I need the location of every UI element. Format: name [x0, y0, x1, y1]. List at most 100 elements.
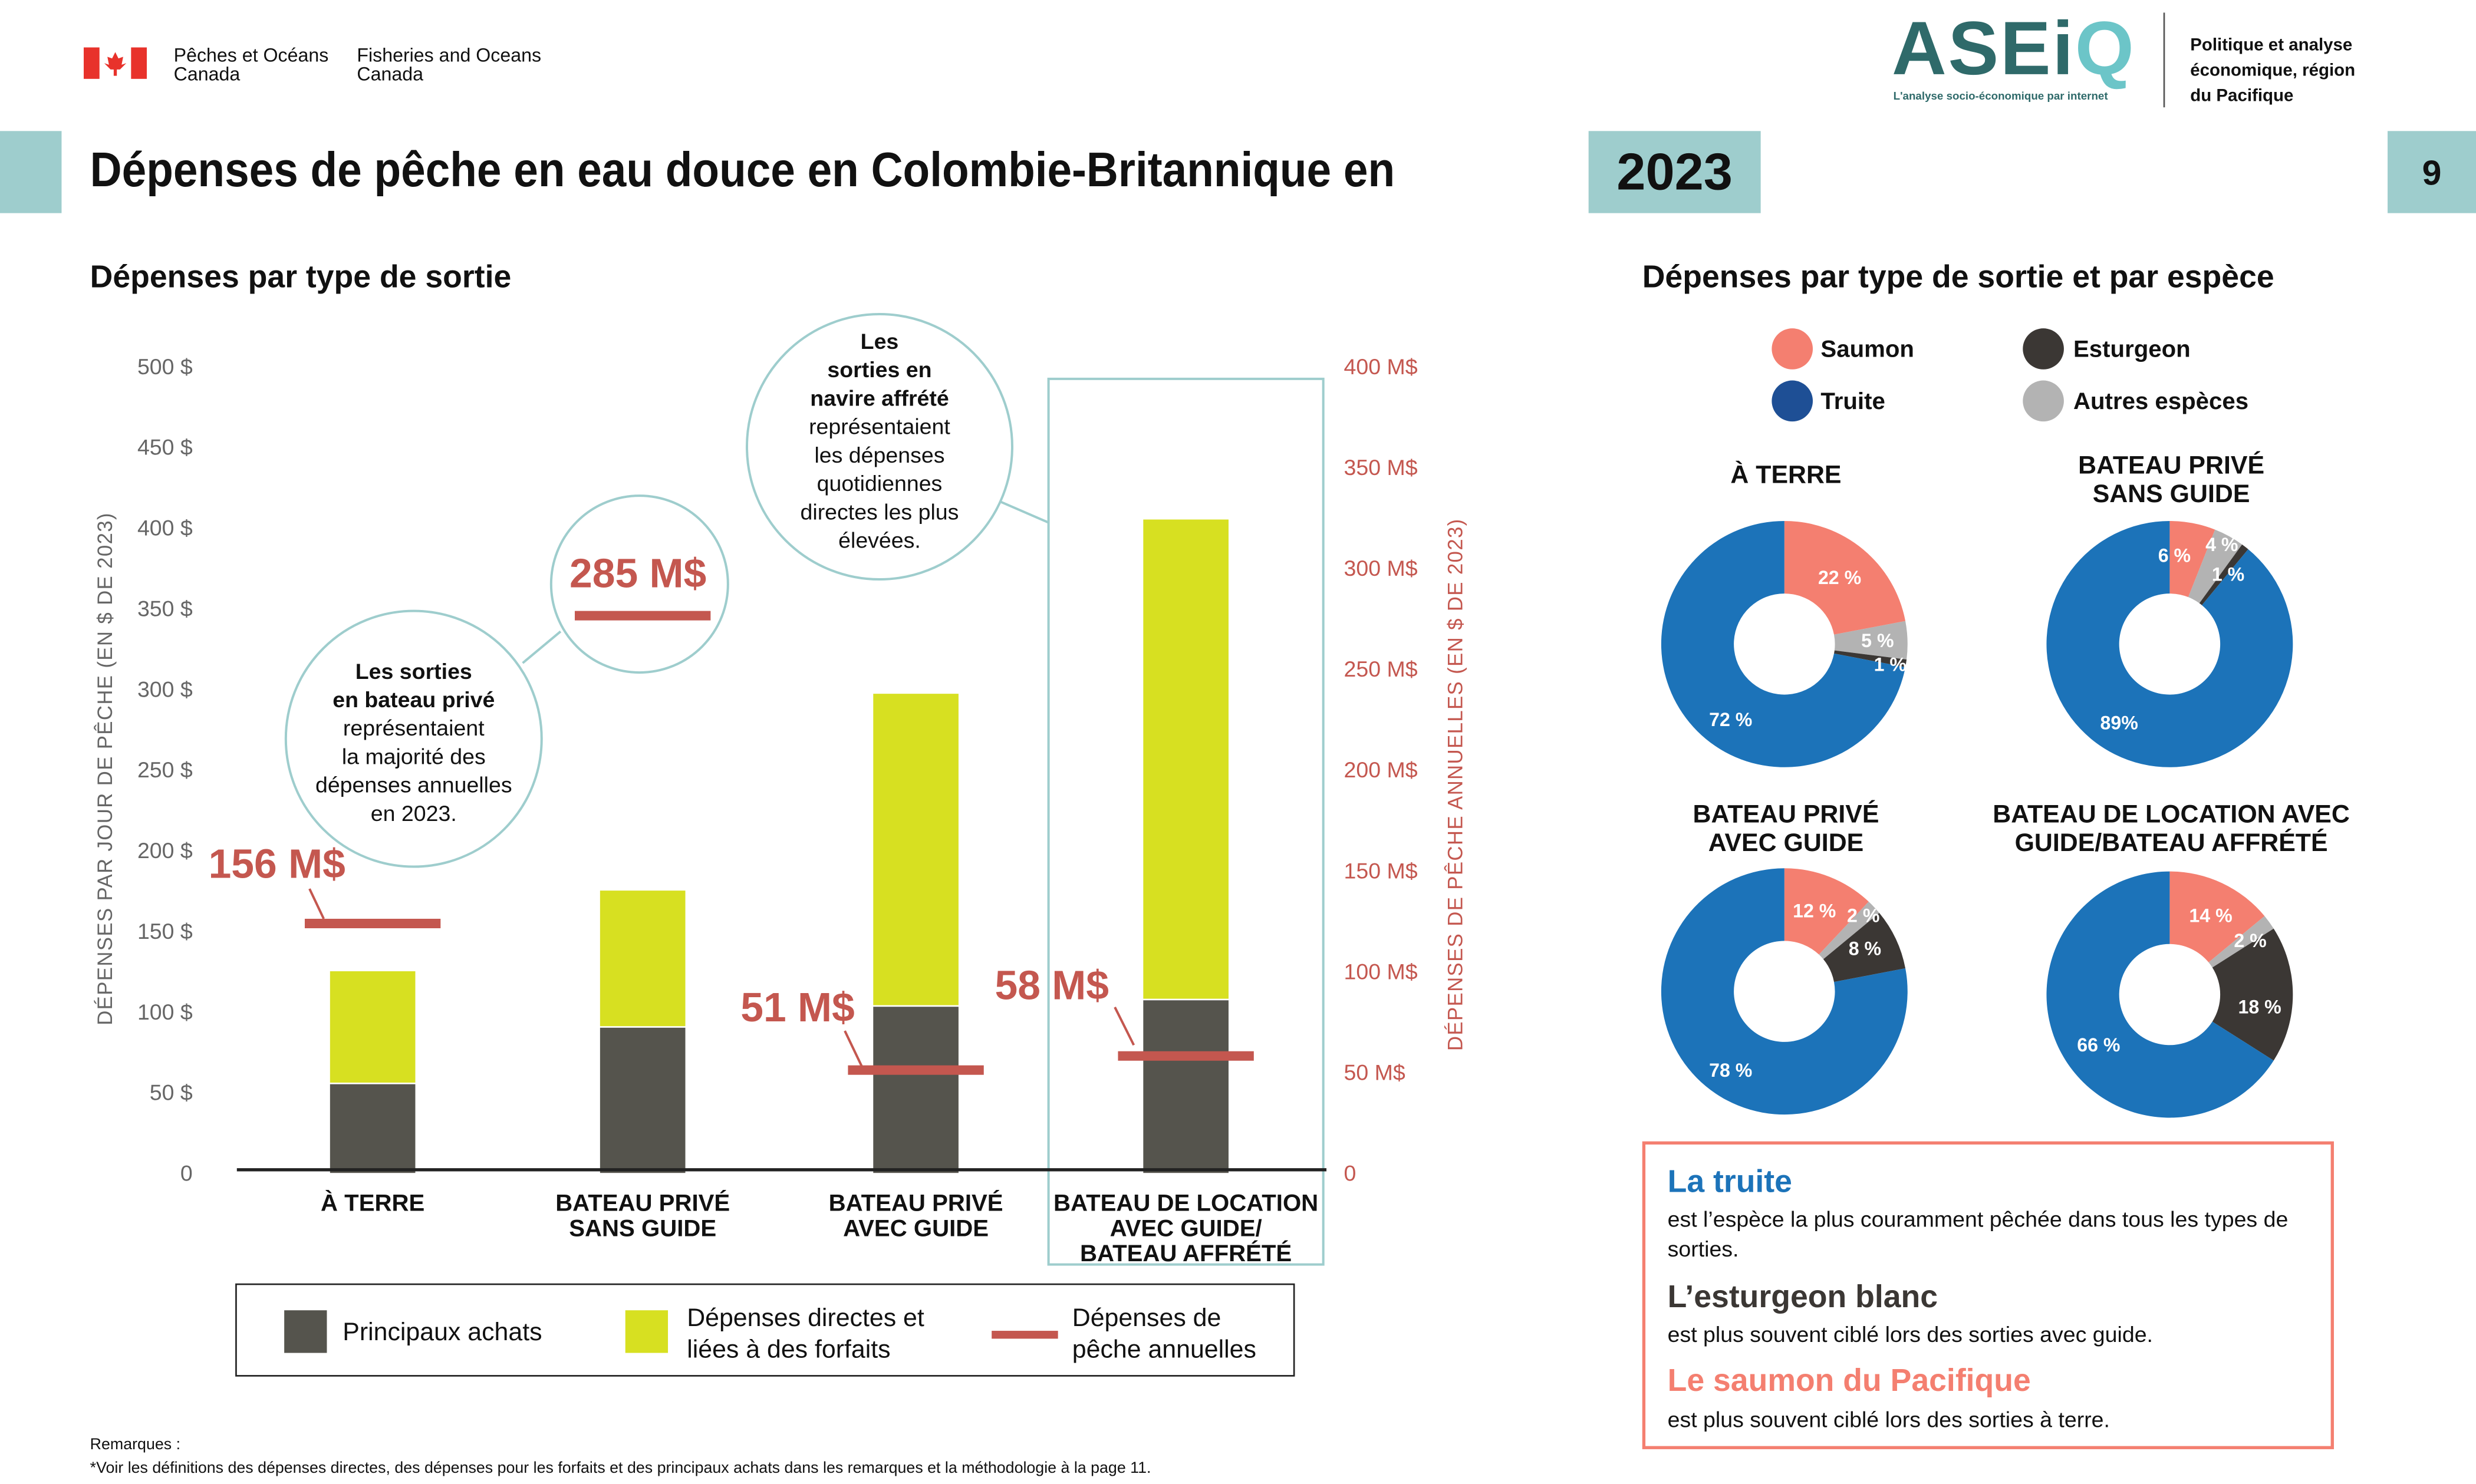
- org-name: Politique et analyse économique, région du…: [2190, 36, 2356, 106]
- x-tick-label: À TERRE: [321, 1189, 424, 1216]
- bar-legend: Principaux achats Dépenses directes et li…: [235, 1283, 1295, 1377]
- donut-slice-esturgeon: [1834, 650, 1907, 668]
- legend-dot-autres: [2023, 380, 2064, 422]
- x-tick-label: BATEAU PRIVÉ: [555, 1189, 730, 1216]
- donut-slice-saumon: [1784, 520, 1906, 635]
- donut-label: 5 %: [1861, 630, 1894, 651]
- aseiq-logo: ASEiQ: [1891, 8, 2136, 92]
- donut-slice-autres-espèces: [2208, 916, 2274, 968]
- callout-charter: Les sorties en navire affrété représentaie…: [800, 328, 959, 553]
- donut-label: 2 %: [2234, 930, 2266, 951]
- donut-slice-autres-espèces: [2188, 529, 2243, 604]
- bar-chart: 0 50 $ 100 $ 150 $ 200 $ 250 $ 300 $ 350 $ 400 $…: [94, 313, 1467, 1267]
- donut-label: 66 %: [2077, 1034, 2120, 1056]
- donut-title-sans-guide: BATEAU PRIVÉ SANS GUIDE: [2078, 453, 2265, 509]
- donut-slice-truite: [2046, 871, 2274, 1118]
- callout-connector: [1000, 500, 1049, 524]
- divider: [2163, 12, 2165, 108]
- donut-slice-saumon: [2169, 871, 2265, 962]
- title-year: 2023: [1588, 131, 1761, 213]
- annual-pointer: [1114, 1007, 1135, 1046]
- donut-slice-autres-espèces: [1819, 901, 1879, 959]
- bar-major-0: [330, 1084, 416, 1173]
- annual-label: 58 M$: [995, 962, 1109, 1008]
- donut-label: 12 %: [1793, 900, 1836, 921]
- x-tick-label: BATEAU AFFRÉTÉ: [1080, 1240, 1292, 1267]
- gov-name-fr: Pêches et Océans Canada: [173, 44, 329, 85]
- notes-text: *Voir les définitions des dépenses direc…: [90, 1460, 1151, 1478]
- info-text-sturgeon: est plus souvent ciblé lors des sorties …: [1667, 1321, 2153, 1347]
- donut-label: 1 %: [1874, 654, 1907, 675]
- page-title: Dépenses de pêche en eau douce en Colomb…: [90, 142, 1395, 197]
- y-tick-label: 250 $: [137, 757, 193, 782]
- donut-label: 78 %: [1709, 1060, 1752, 1081]
- page-number: 9: [2388, 131, 2476, 213]
- legend-label-esturgeon: Esturgeon: [2073, 336, 2191, 364]
- legend-dot-esturgeon: [2023, 328, 2064, 370]
- y-tick-label: 400 $: [137, 516, 193, 540]
- legend-swatch-direct: [625, 1310, 669, 1353]
- donut-label: 72 %: [1709, 709, 1752, 730]
- bar-direct-3: [1143, 519, 1229, 999]
- callout-circle-charter: [745, 313, 1013, 581]
- legend-label-truite: Truite: [1820, 388, 1885, 415]
- highlight-box: [1047, 377, 1325, 1266]
- donut-label: 14 %: [2189, 905, 2232, 926]
- legend-label-annual: Dépenses de pêche annuelles: [1072, 1305, 1256, 1364]
- donut-slice-truite: [1661, 520, 1906, 767]
- y-tick-label: 500 $: [137, 354, 193, 379]
- donut-slice-truite: [1661, 868, 1908, 1115]
- annual-line-0: [304, 918, 441, 929]
- pie-section-title: Dépenses par type de sortie et par espèc…: [1642, 260, 2274, 295]
- logo-tagline: L'analyse socio-économique par internet: [1893, 91, 2108, 103]
- donut-title-location: BATEAU DE LOCATION AVEC GUIDE/BATEAU AFFR…: [1993, 802, 2350, 858]
- annual-label: 51 M$: [740, 984, 855, 1030]
- y-tick-label: 50 $: [150, 1080, 193, 1105]
- info-text-salmon: est plus souvent ciblé lors des sorties …: [1667, 1406, 2110, 1432]
- bar-major-3: [1143, 1000, 1229, 1173]
- y-tick-label: 0: [180, 1161, 193, 1186]
- annual-line-1: [575, 611, 711, 621]
- y-axis-label: DÉPENSES PAR JOUR DE PÊCHE (EN $ DE 2023…: [94, 512, 117, 1025]
- y-right-tick-label: 50 M$: [1344, 1060, 1405, 1084]
- x-tick-label: AVEC GUIDE: [843, 1215, 989, 1241]
- legend-label-major: Principaux achats: [343, 1320, 542, 1347]
- bar-section-title: Dépenses par type de sortie: [90, 260, 512, 295]
- canada-flag-icon: [83, 47, 147, 79]
- y-right-tick-label: 150 M$: [1344, 858, 1417, 883]
- y-right-tick-label: 200 M$: [1344, 757, 1417, 782]
- y-tick-label: 450 $: [137, 435, 193, 460]
- annual-pointer: [308, 888, 325, 919]
- legend-label-direct: Dépenses directes et liées à des forfaits: [687, 1305, 924, 1364]
- y-right-tick-label: 0: [1344, 1161, 1356, 1186]
- donut-label: 4 %: [2205, 534, 2238, 555]
- bar-direct-0: [330, 971, 416, 1083]
- x-tick-label: BATEAU PRIVÉ: [829, 1189, 1003, 1216]
- callout-circle-private: [284, 609, 543, 868]
- y-tick-label: 150 $: [137, 919, 193, 944]
- donut-slice-saumon: [1784, 868, 1869, 955]
- info-title-sturgeon: L’esturgeon blanc: [1667, 1280, 1938, 1315]
- donut-label: 6 %: [2158, 545, 2191, 566]
- y-tick-label: 350 $: [137, 596, 193, 621]
- callout-connector: [522, 630, 562, 664]
- donut-label: 8 %: [1849, 938, 1881, 959]
- donut-slice-esturgeon: [2199, 544, 2248, 605]
- y-right-tick-label: 350 M$: [1344, 455, 1417, 480]
- donut-slice-truite: [2046, 520, 2293, 767]
- donut-slice-esturgeon: [2212, 928, 2293, 1061]
- annual-line-2: [848, 1065, 984, 1075]
- donut-label: 18 %: [2238, 997, 2281, 1018]
- donut-label: 89%: [2100, 713, 2138, 734]
- info-title-salmon: Le saumon du Pacifique: [1667, 1364, 2031, 1399]
- bar-major-2: [873, 1007, 959, 1173]
- title-accent: [0, 131, 62, 213]
- notes-label: Remarques :: [90, 1436, 181, 1454]
- donut-slice-saumon: [2169, 520, 2215, 598]
- y-tick-label: 300 $: [137, 677, 193, 701]
- annual-label: 285 M$: [569, 550, 706, 596]
- legend-label-saumon: Saumon: [1820, 336, 1914, 364]
- donut-label: 2 %: [1847, 905, 1879, 926]
- donut-title-avec-guide: BATEAU PRIVÉ AVEC GUIDE: [1693, 802, 1879, 858]
- annual-line-3: [1118, 1051, 1254, 1061]
